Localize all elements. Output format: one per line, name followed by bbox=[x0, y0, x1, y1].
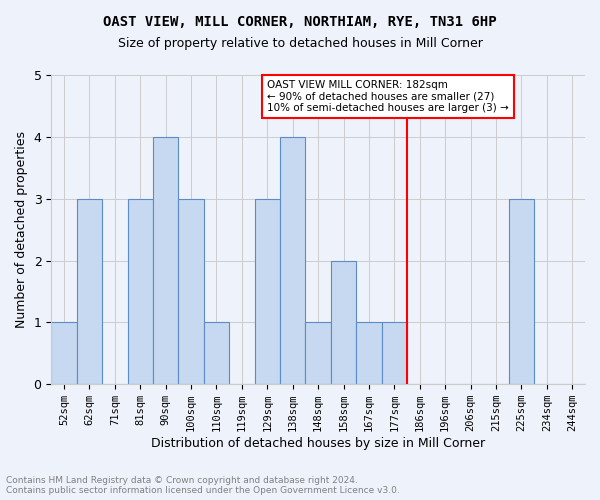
Bar bbox=[77, 198, 102, 384]
Bar bbox=[254, 198, 280, 384]
Bar bbox=[204, 322, 229, 384]
Bar bbox=[305, 322, 331, 384]
Bar bbox=[153, 137, 178, 384]
Text: OAST VIEW MILL CORNER: 182sqm
← 90% of detached houses are smaller (27)
10% of s: OAST VIEW MILL CORNER: 182sqm ← 90% of d… bbox=[268, 80, 509, 113]
Bar bbox=[331, 260, 356, 384]
Bar bbox=[128, 198, 153, 384]
Bar bbox=[356, 322, 382, 384]
Text: Size of property relative to detached houses in Mill Corner: Size of property relative to detached ho… bbox=[118, 38, 482, 51]
Bar bbox=[178, 198, 204, 384]
Bar bbox=[382, 322, 407, 384]
X-axis label: Distribution of detached houses by size in Mill Corner: Distribution of detached houses by size … bbox=[151, 437, 485, 450]
Text: Contains HM Land Registry data © Crown copyright and database right 2024.
Contai: Contains HM Land Registry data © Crown c… bbox=[6, 476, 400, 495]
Bar bbox=[509, 198, 534, 384]
Bar bbox=[280, 137, 305, 384]
Bar bbox=[51, 322, 77, 384]
Y-axis label: Number of detached properties: Number of detached properties bbox=[15, 131, 28, 328]
Text: OAST VIEW, MILL CORNER, NORTHIAM, RYE, TN31 6HP: OAST VIEW, MILL CORNER, NORTHIAM, RYE, T… bbox=[103, 15, 497, 29]
